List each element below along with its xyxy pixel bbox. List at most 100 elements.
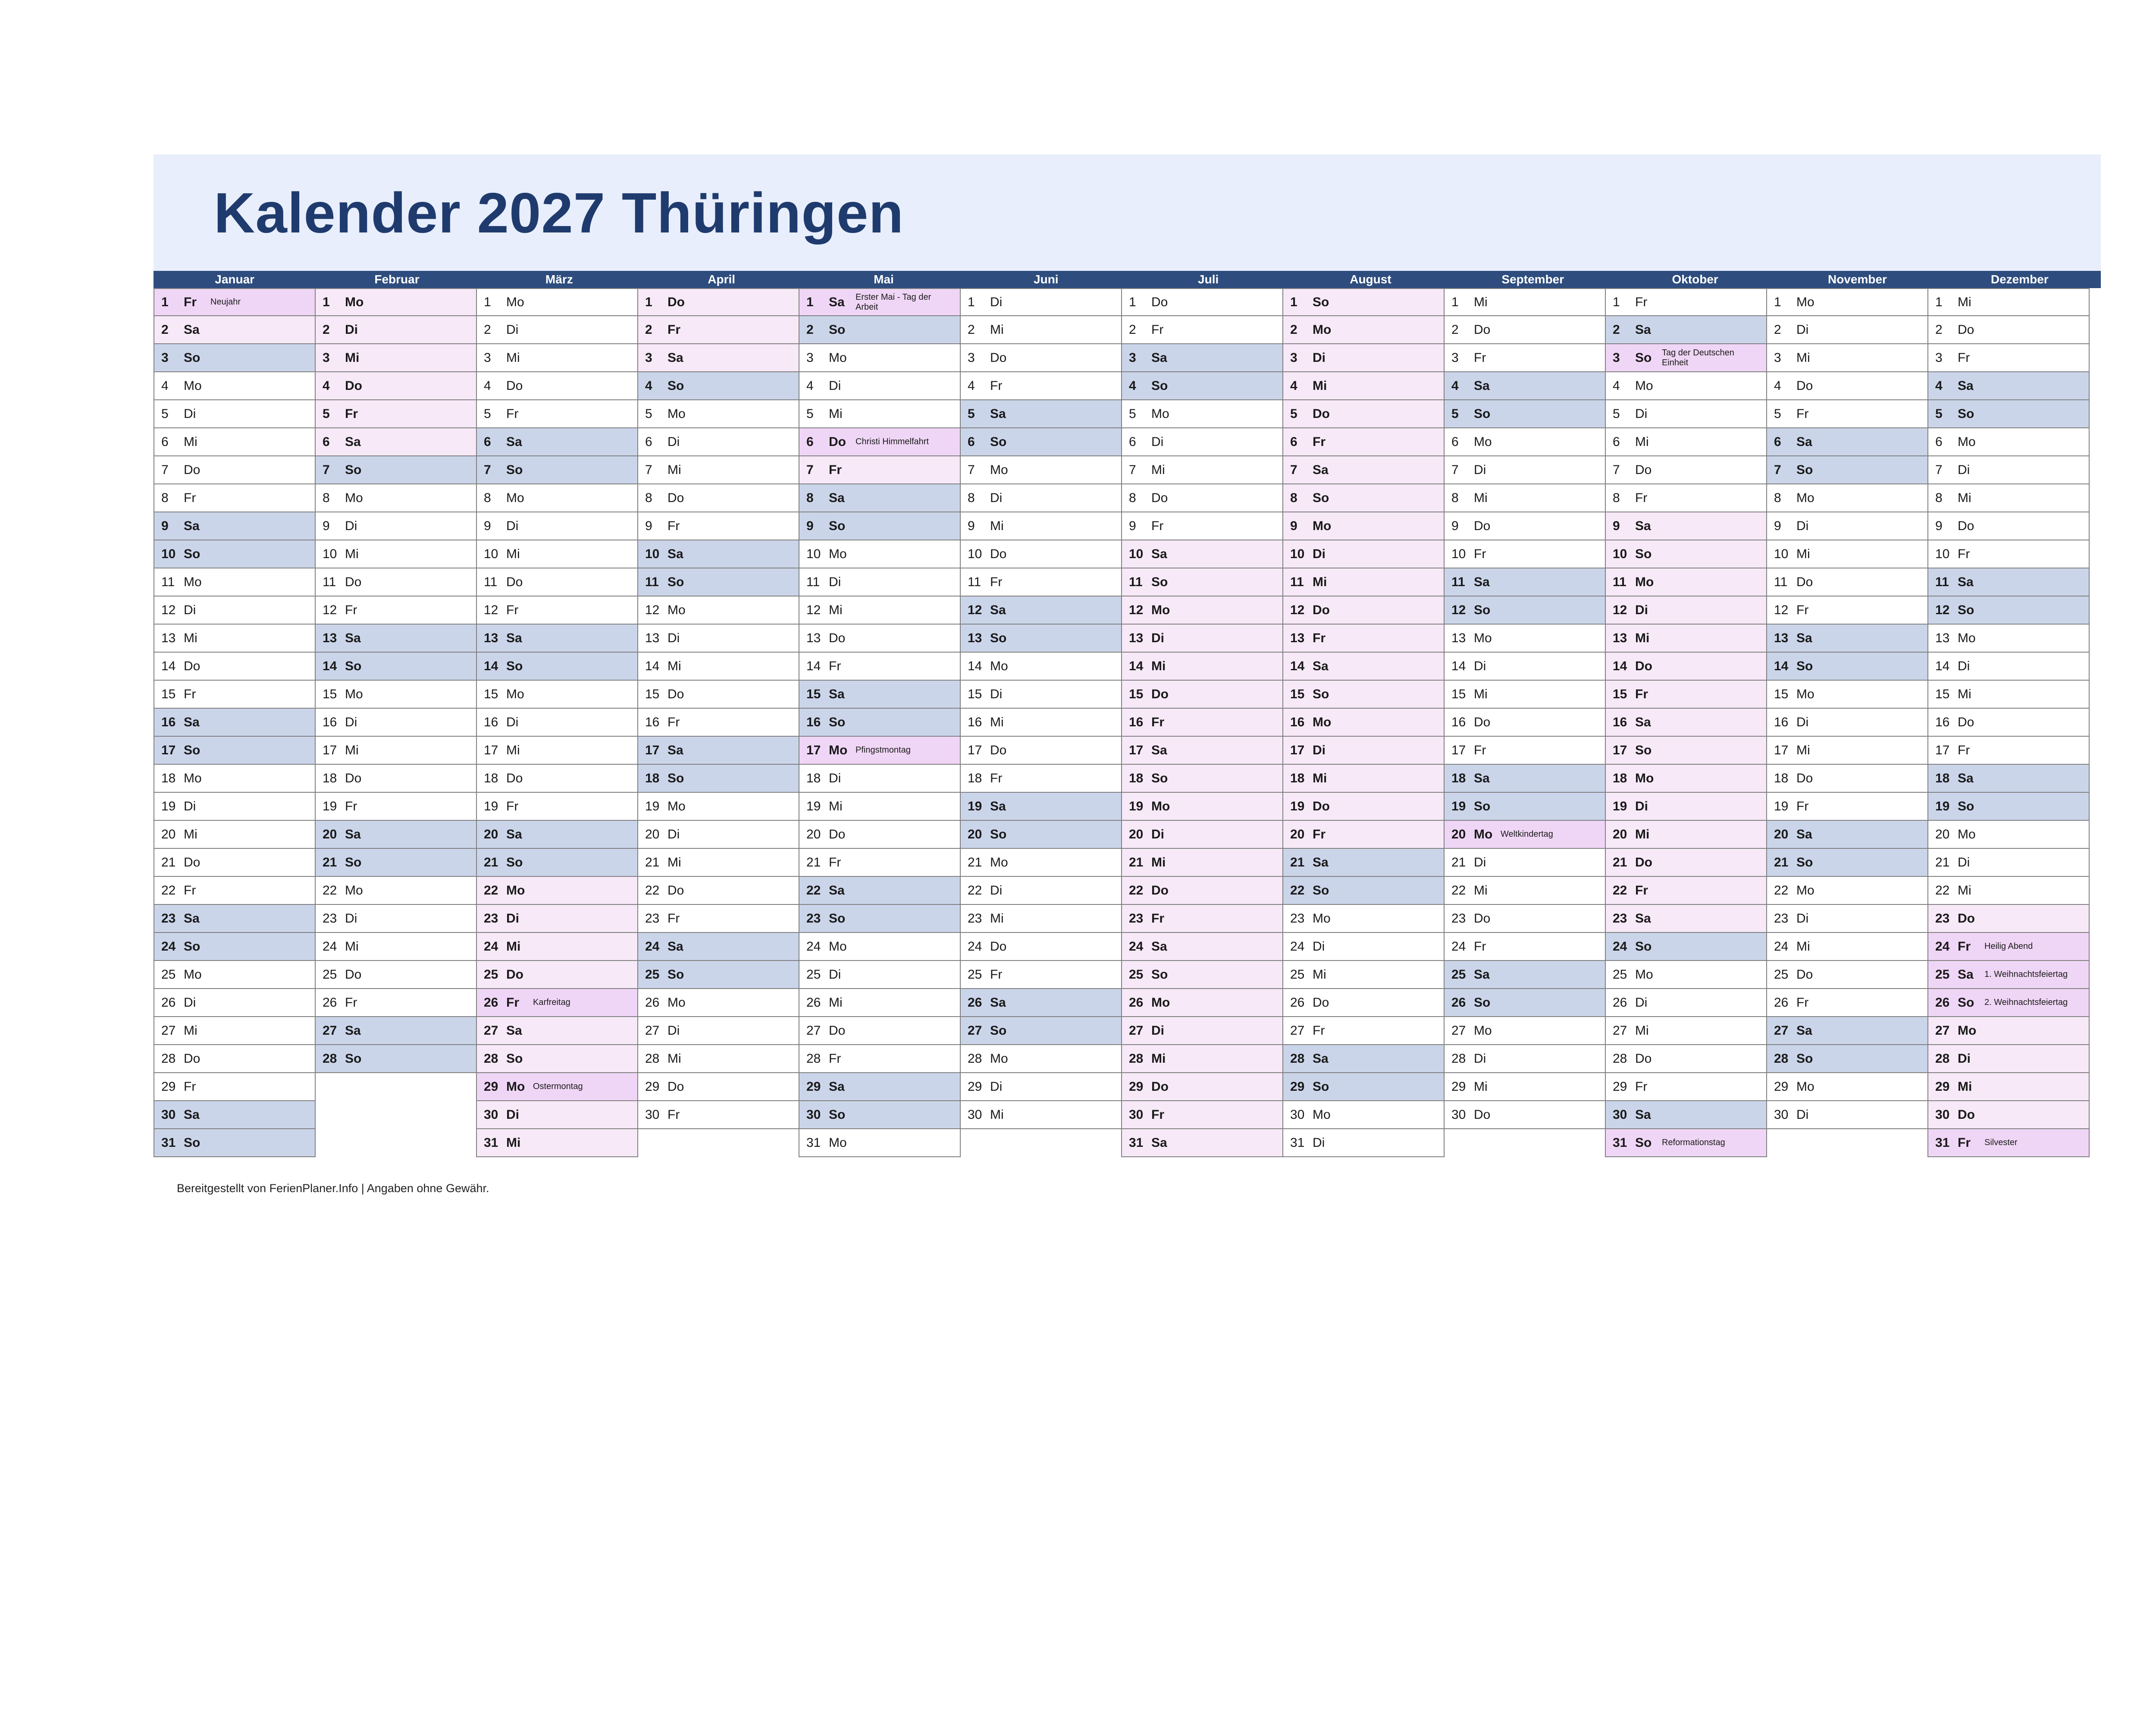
day-weekday: Mo [345, 295, 364, 309]
day-cell: 5 Mi [799, 400, 961, 428]
day-cell: 17 Mo Pfingstmontag [799, 737, 961, 765]
day-number: 27 [1613, 1023, 1627, 1038]
day-cell: 27 Mi [1605, 1017, 1767, 1045]
day-cell: 3 So [154, 344, 316, 372]
day-weekday: Mo [506, 1079, 525, 1094]
day-number: 12 [1774, 603, 1789, 617]
day-cell: 14 Fr [799, 653, 961, 681]
day-number: 13 [1613, 631, 1627, 645]
day-number: 22 [1774, 883, 1789, 898]
day-cell: 10 Mi [1766, 540, 1928, 568]
day-cell: 20 Sa [1766, 821, 1928, 849]
day-weekday: So [1796, 462, 1813, 477]
day-number: 19 [645, 799, 660, 813]
day-cell: 18 So [637, 765, 799, 793]
day-weekday: So [345, 462, 362, 477]
day-number: 2 [1451, 322, 1459, 337]
day-cell: 2 Do [1444, 316, 1606, 344]
day-weekday: Di [1958, 659, 1970, 673]
day-number: 27 [323, 1023, 337, 1038]
day-number: 23 [1129, 911, 1144, 926]
day-cell: 30 Do [1927, 1101, 2090, 1129]
day-weekday: Di [1313, 1135, 1325, 1150]
day-cell: 27 Mi [154, 1017, 316, 1045]
day-number: 23 [484, 911, 498, 926]
day-weekday: Fr [1474, 350, 1486, 365]
day-weekday: Sa [345, 434, 361, 449]
day-cell: 9 So [799, 512, 961, 540]
day-cell: 19 Sa [960, 793, 1122, 821]
day-weekday: Mo [829, 939, 847, 954]
day-number: 21 [1613, 855, 1627, 870]
day-weekday: So [1474, 406, 1491, 421]
day-weekday: Mo [1796, 1079, 1814, 1094]
day-number: 15 [161, 687, 176, 701]
day-weekday: So [1151, 967, 1168, 982]
month-header-11: November [1827, 273, 1887, 286]
day-number: 20 [484, 827, 498, 841]
day-number: 19 [1290, 799, 1305, 813]
day-cell: 15 Fr [154, 681, 316, 709]
day-cell: 19 Di [154, 793, 316, 821]
month-column-2: 1 Mo 2 Di 3 Mi 4 Do 5 Fr 6 Sa 7 So 8 Mo 9 Di 10 Mi 11 Do 12 Fr 1… [315, 288, 477, 1073]
day-weekday: Mi [1958, 883, 1971, 898]
day-cell: 5 So [1444, 400, 1606, 428]
day-weekday: Fr [990, 967, 1003, 982]
day-number: 7 [1129, 462, 1136, 477]
day-cell: 10 So [154, 540, 316, 568]
day-weekday: So [506, 1051, 523, 1066]
day-weekday: Do [1313, 799, 1330, 813]
day-weekday: Di [990, 1079, 1003, 1094]
day-weekday: Do [1151, 687, 1169, 701]
day-weekday: Fr [345, 406, 358, 421]
day-weekday: Mi [1635, 1023, 1649, 1038]
title-band: Kalender 2027 Thüringen [154, 154, 2101, 271]
day-number: 10 [161, 546, 176, 561]
day-weekday: Mi [1151, 462, 1165, 477]
day-number: 21 [645, 855, 660, 870]
day-weekday: Fr [1474, 743, 1486, 757]
day-cell: 15 Mo [315, 681, 477, 709]
day-weekday: Fr [1958, 743, 1970, 757]
day-weekday: Do [1313, 995, 1329, 1010]
day-cell: 29 Do [637, 1073, 799, 1101]
day-number: 2 [161, 322, 169, 337]
day-number: 7 [1774, 462, 1781, 477]
day-cell: 2 Mi [960, 316, 1122, 344]
day-weekday: Sa [1635, 911, 1651, 926]
day-number: 27 [968, 1023, 982, 1038]
day-cell: 3 Mi [315, 344, 477, 372]
day-cell: 2 Di [315, 316, 477, 344]
day-weekday: Fr [1151, 1107, 1164, 1122]
day-cell: 2 So [799, 316, 961, 344]
day-number: 8 [323, 490, 330, 505]
day-cell: 9 Di [476, 512, 638, 540]
day-cell: 18 Di [799, 765, 961, 793]
day-weekday: Do [1474, 518, 1491, 533]
day-cell: 20 So [960, 821, 1122, 849]
day-weekday: Mo [1313, 911, 1331, 926]
day-weekday: Mo [990, 1051, 1008, 1066]
day-number: 8 [968, 490, 975, 505]
day-cell: 7 So [1766, 456, 1928, 484]
day-cell: 11 Fr [960, 568, 1122, 596]
day-number: 21 [1290, 855, 1305, 870]
day-number: 25 [645, 967, 660, 982]
day-weekday: Fr [184, 490, 196, 505]
day-cell: 20 Mo Weltkindertag [1444, 821, 1606, 849]
day-weekday: Mo [1151, 406, 1169, 421]
day-cell: 14 Di [1927, 653, 2090, 681]
day-weekday: Di [829, 967, 841, 982]
day-cell: 21 Di [1444, 849, 1606, 877]
day-number: 24 [1290, 939, 1305, 954]
day-cell: 12 Mo [1121, 596, 1283, 625]
day-cell: 5 Fr [315, 400, 477, 428]
day-cell: 5 Fr [1766, 400, 1928, 428]
day-cell: 30 Fr [637, 1101, 799, 1129]
month-column-9: 1 Mi 2 Do 3 Fr 4 Sa 5 So 6 Mo 7 Di 8 Mi 9 Do 10 Fr 11 Sa 12 So 1… [1444, 288, 1606, 1129]
day-cell: 31 Fr Silvester [1927, 1129, 2090, 1157]
day-cell: 27 Do [799, 1017, 961, 1045]
day-cell: 8 Do [637, 484, 799, 512]
day-number: 3 [1451, 350, 1459, 365]
day-number: 16 [1290, 715, 1305, 729]
